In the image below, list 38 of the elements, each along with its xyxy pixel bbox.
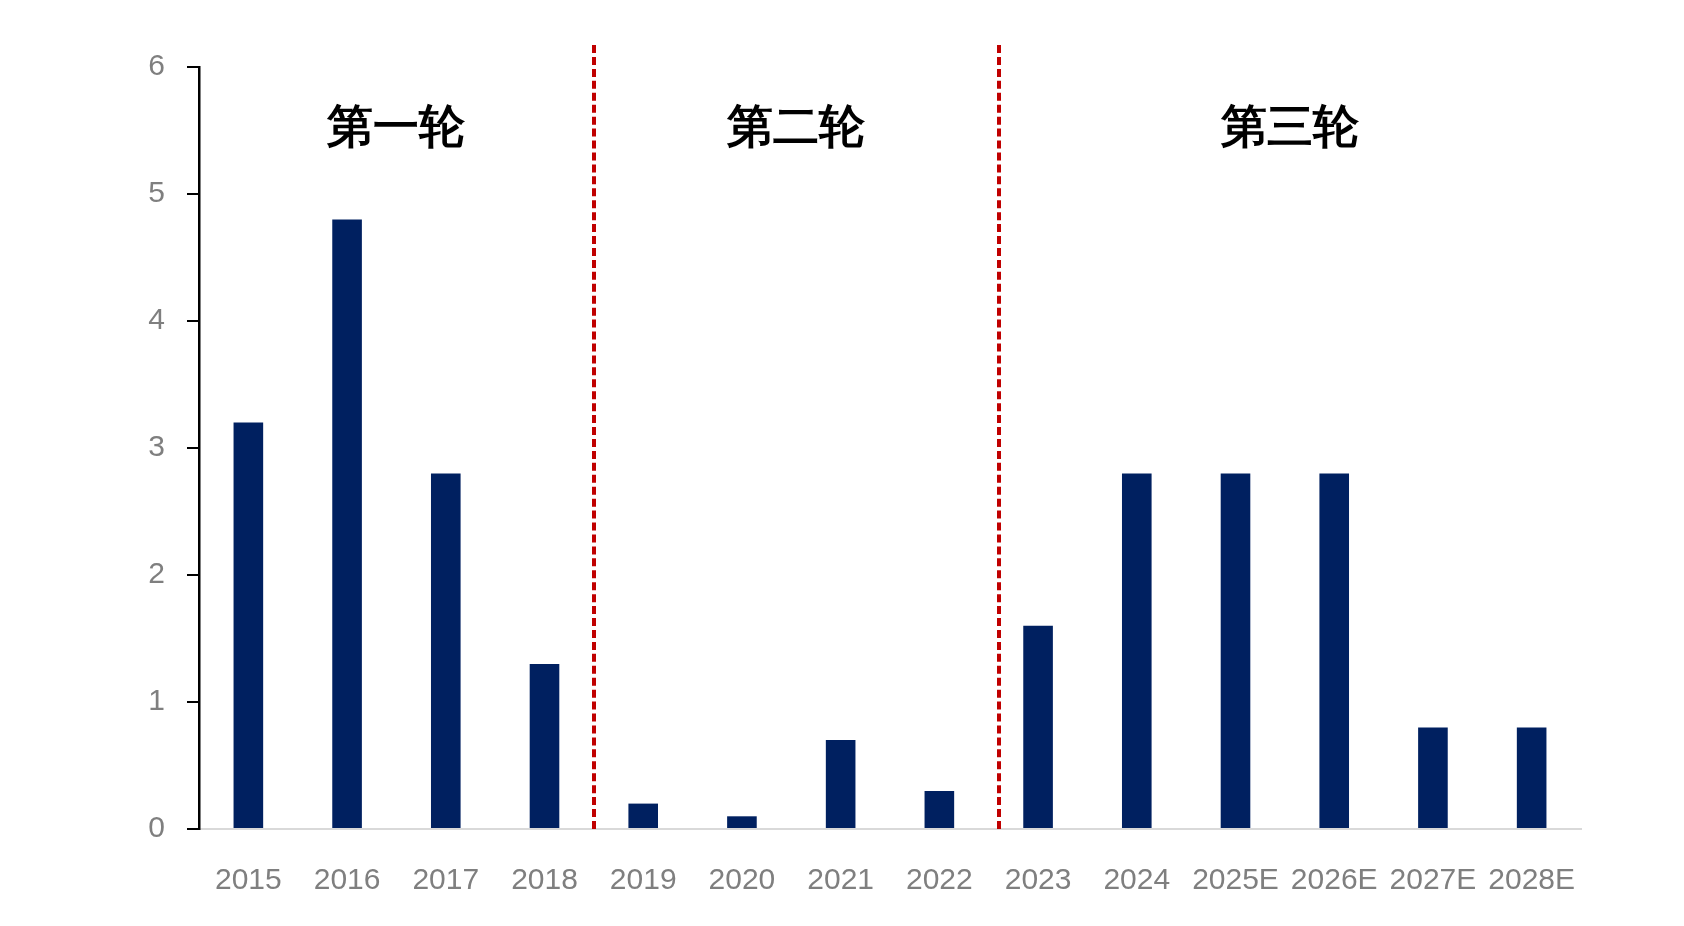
- y-tick-label: 1: [148, 683, 165, 717]
- bar: [1023, 625, 1053, 828]
- x-tick-label: 2022: [905, 862, 973, 896]
- bar: [529, 663, 560, 828]
- bar: [825, 740, 856, 828]
- annotation: 第三轮: [1219, 99, 1360, 152]
- bar: [1220, 473, 1251, 828]
- bar: [1516, 727, 1547, 828]
- x-tick-label: 2021: [807, 862, 875, 896]
- y-tick-label: 0: [148, 810, 165, 844]
- x-tick-label: 2026E: [1290, 862, 1378, 896]
- bar: [430, 473, 461, 828]
- bar: [1319, 473, 1350, 828]
- y-tick-label: 4: [148, 302, 165, 336]
- bar: [1121, 473, 1152, 828]
- x-tick-label: 2027E: [1389, 862, 1477, 896]
- y-tick-label: 5: [148, 175, 165, 209]
- annotation: 第一轮: [326, 99, 467, 152]
- annotation: 第二轮: [726, 99, 867, 152]
- bar: [1418, 727, 1448, 828]
- x-tick-label: 2023: [1004, 862, 1072, 896]
- x-tick-label: 2025E: [1192, 862, 1279, 896]
- bar: [332, 219, 362, 828]
- x-tick-label: 2020: [708, 862, 776, 896]
- y-tick-label: 2: [148, 556, 165, 590]
- x-tick-label: 2016: [313, 862, 381, 896]
- y-tick-label: 6: [148, 48, 165, 82]
- bar: [233, 422, 264, 828]
- x-tick-label: 2017: [412, 862, 480, 896]
- x-tick-label: 2018: [511, 862, 578, 896]
- x-tick-label: 2019: [609, 862, 677, 896]
- x-tick-label: 2024: [1103, 862, 1171, 896]
- bar: [727, 816, 757, 828]
- bar: [628, 803, 659, 828]
- y-tick-label: 3: [148, 429, 165, 463]
- bar: [924, 790, 955, 828]
- x-tick-label: 2028E: [1488, 862, 1576, 896]
- x-tick-label: 2015: [214, 862, 282, 896]
